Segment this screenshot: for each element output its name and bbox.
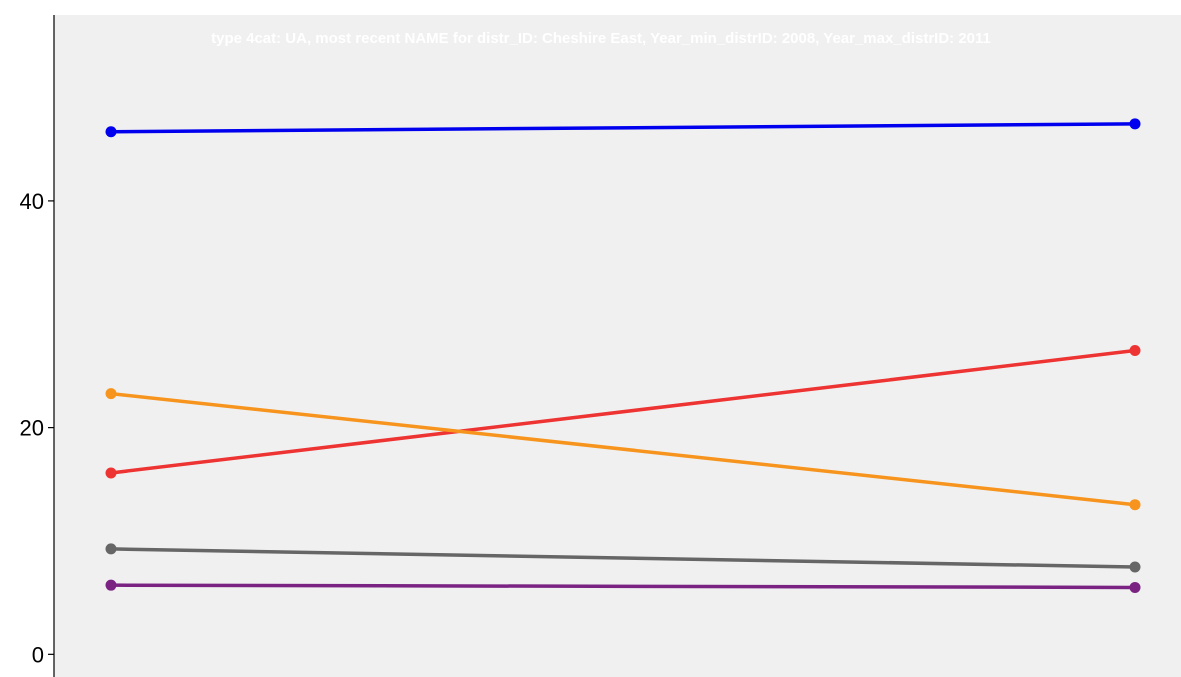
y-tick-label: 40 bbox=[20, 189, 44, 214]
series-4 bbox=[105, 579, 1141, 593]
y-tick-label: 20 bbox=[20, 416, 44, 441]
data-point bbox=[1129, 561, 1141, 573]
series-line bbox=[110, 122, 1136, 134]
data-point bbox=[105, 126, 117, 138]
series-line bbox=[110, 391, 1136, 507]
series-line bbox=[110, 583, 1136, 590]
data-point bbox=[105, 467, 117, 479]
data-point bbox=[105, 388, 117, 400]
data-point bbox=[1129, 118, 1141, 130]
data-point bbox=[105, 579, 117, 591]
data-point bbox=[1129, 499, 1141, 511]
chart-title: type 4cat: UA, most recent NAME for dist… bbox=[211, 30, 991, 47]
series-2 bbox=[105, 388, 1141, 511]
y-ticks: 0 20 40 bbox=[20, 189, 54, 667]
series-0 bbox=[105, 118, 1141, 138]
series-3 bbox=[105, 543, 1141, 573]
data-point bbox=[105, 543, 117, 555]
data-point bbox=[1129, 581, 1141, 593]
series-1 bbox=[105, 345, 1141, 479]
series-line bbox=[110, 348, 1136, 475]
y-tick-label: 0 bbox=[32, 642, 44, 667]
plot-panel bbox=[54, 15, 1181, 677]
series-line bbox=[110, 547, 1136, 569]
series-layer bbox=[105, 118, 1141, 593]
data-point bbox=[1129, 345, 1141, 357]
